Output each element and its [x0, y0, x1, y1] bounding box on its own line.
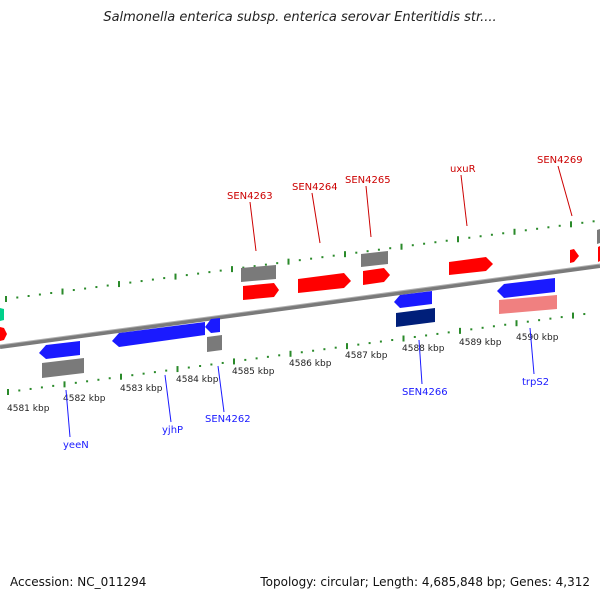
gene-feature-sen4266[interactable]: [396, 308, 435, 327]
map-title: Salmonella enterica subsp. enterica sero…: [103, 10, 497, 25]
gene-feature-yjhp[interactable]: [112, 322, 205, 347]
scale-label: 4588 kbp: [402, 344, 445, 354]
gene-feature-pink[interactable]: [499, 295, 557, 314]
gene-label-yeen[interactable]: yeeN: [63, 440, 89, 451]
genome-backbone: [0, 264, 600, 349]
gene-label-sen4264[interactable]: SEN4264: [292, 182, 338, 193]
gene-feature-red-edge[interactable]: [0, 327, 7, 341]
gene-label-sen4262[interactable]: SEN4262: [205, 414, 251, 425]
gene-feature-sen4264[interactable]: [298, 273, 351, 293]
gene-feature-reverse[interactable]: [394, 291, 432, 308]
scale-label: 4589 kbp: [459, 338, 502, 348]
scale-label: 4582 kbp: [63, 394, 106, 404]
gene-feature-trps2[interactable]: [497, 278, 555, 298]
gene-feature-sen4262[interactable]: [207, 335, 222, 352]
gene-feature-gray[interactable]: [42, 358, 84, 378]
gene-feature-yeen[interactable]: [39, 341, 80, 359]
scale-label: 4584 kbp: [176, 375, 219, 385]
gene-feature-uxur[interactable]: [449, 257, 493, 275]
gene-feature-gray[interactable]: [597, 229, 600, 244]
gene-feature-reverse[interactable]: [205, 318, 220, 333]
scale-labels: 4581 kbp 4582 kbp 4583 kbp 4584 kbp 4585…: [7, 333, 559, 414]
scale-label: 4587 kbp: [345, 351, 388, 361]
gene-feature-gray[interactable]: [361, 251, 388, 267]
upper-tick-row: [5, 220, 595, 302]
gene-label-trps2[interactable]: trpS2: [522, 377, 549, 388]
forward-features: [0, 229, 600, 341]
label-leaders: [65, 165, 573, 438]
gene-label-sen4269[interactable]: SEN4269: [537, 155, 583, 166]
gene-feature-sen4263[interactable]: [243, 283, 279, 300]
scale-label: 4586 kbp: [289, 359, 332, 369]
gene-feature-teal-edge[interactable]: [0, 308, 4, 321]
gene-feature-sen4269[interactable]: [570, 249, 579, 263]
gene-label-sen4265[interactable]: SEN4265: [345, 175, 391, 186]
gene-labels-top: SEN4263 SEN4264 SEN4265 uxuR SEN4269: [227, 155, 583, 202]
gene-feature-gray[interactable]: [241, 265, 276, 282]
lower-tick-row: [7, 312, 586, 395]
gene-label-yjhp[interactable]: yjhP: [162, 425, 183, 436]
gene-label-sen4263[interactable]: SEN4263: [227, 191, 273, 202]
reverse-features: [39, 278, 557, 378]
gene-labels-bottom: yeeN yjhP SEN4262 SEN4266 trpS2: [63, 377, 549, 451]
accession-text: Accession: NC_011294: [10, 575, 147, 589]
gene-label-uxur[interactable]: uxuR: [450, 164, 476, 175]
scale-label: 4585 kbp: [232, 367, 275, 377]
gene-feature-sen4265[interactable]: [363, 268, 390, 285]
genome-summary-text: Topology: circular; Length: 4,685,848 bp…: [260, 575, 590, 589]
gene-label-sen4266[interactable]: SEN4266: [402, 387, 448, 398]
scale-label: 4590 kbp: [516, 333, 559, 343]
scale-label: 4583 kbp: [120, 384, 163, 394]
scale-label: 4581 kbp: [7, 404, 50, 414]
